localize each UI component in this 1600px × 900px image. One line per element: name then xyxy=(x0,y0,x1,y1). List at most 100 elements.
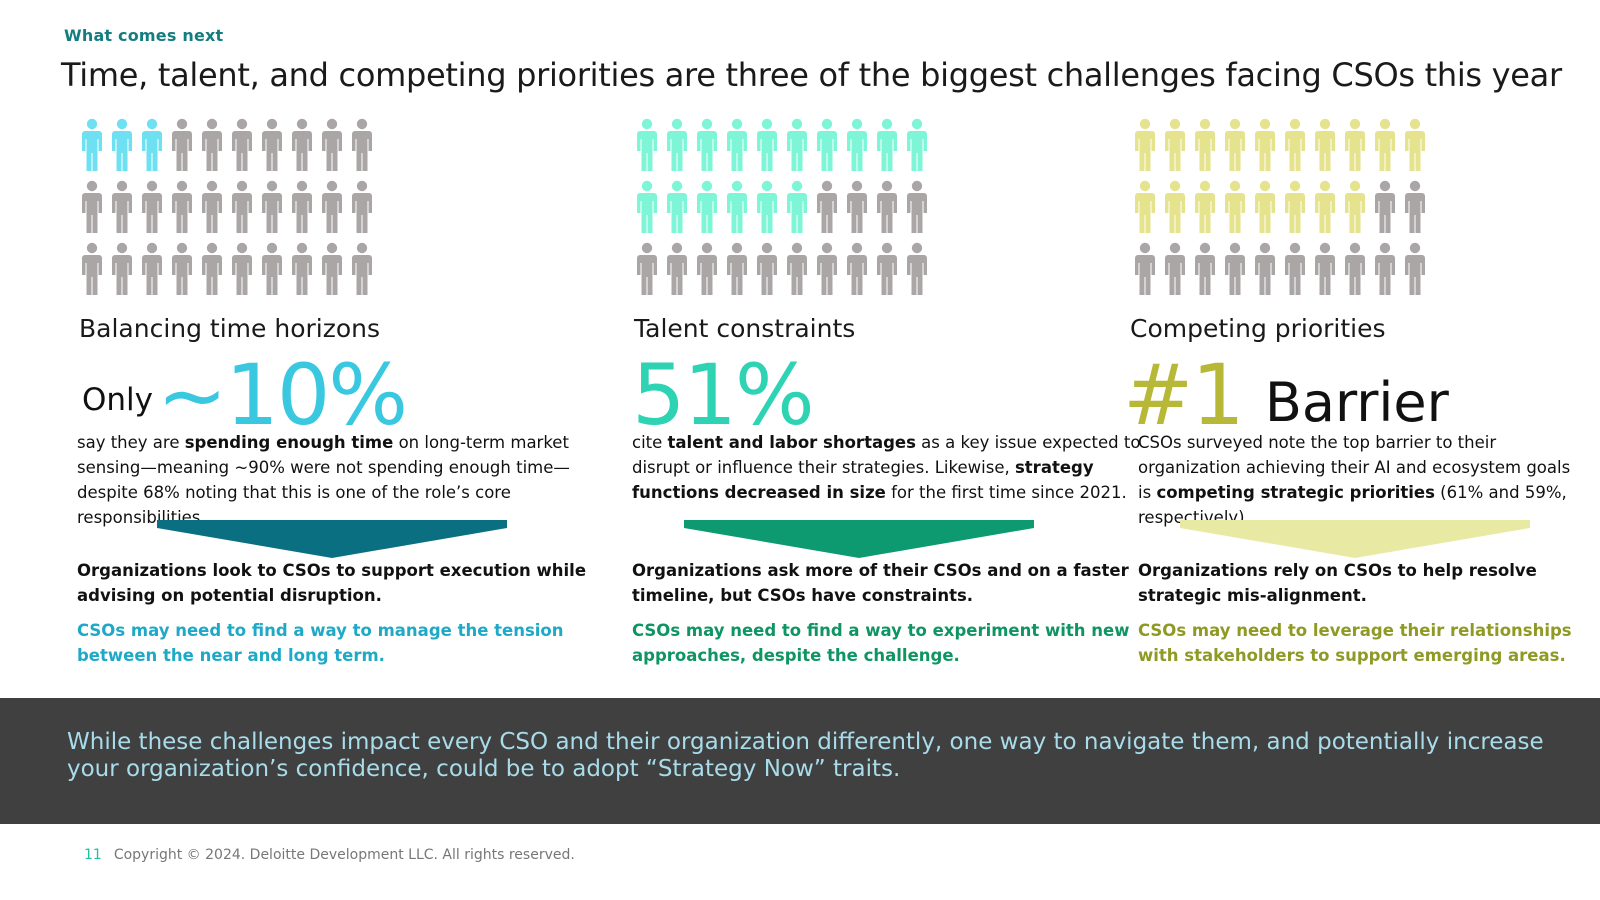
person-icon xyxy=(662,118,692,178)
bottom-banner: While these challenges impact every CSO … xyxy=(0,698,1600,824)
person-icon xyxy=(1340,180,1370,240)
person-icon xyxy=(632,180,662,240)
description-text: on long-term market sensing—meaning ~90%… xyxy=(77,433,570,527)
person-icon xyxy=(1340,242,1370,302)
person-icon xyxy=(1160,118,1190,178)
person-icon xyxy=(872,242,902,302)
column-title: Talent constraints xyxy=(634,314,856,343)
stat-suffix: Barrier xyxy=(1264,371,1449,434)
person-icon xyxy=(1370,118,1400,178)
person-icon xyxy=(842,118,872,178)
down-arrow-icon xyxy=(1180,520,1530,560)
person-icon xyxy=(137,118,167,178)
person-icon xyxy=(317,180,347,240)
person-icon xyxy=(227,118,257,178)
person-icon xyxy=(1190,118,1220,178)
person-icon xyxy=(632,242,662,302)
person-icon xyxy=(752,118,782,178)
person-icon xyxy=(782,242,812,302)
copyright-text: Copyright © 2024. Deloitte Development L… xyxy=(113,847,575,863)
person-icon xyxy=(812,118,842,178)
person-icon xyxy=(1190,242,1220,302)
description-emphasis: spending enough time xyxy=(184,433,394,452)
person-icon xyxy=(1340,118,1370,178)
people-grid xyxy=(1130,118,1430,304)
people-grid xyxy=(77,118,377,304)
people-grid xyxy=(632,118,932,304)
stat-value: ~10% xyxy=(157,346,408,444)
action-text: CSOs may need to find a way to experimen… xyxy=(632,621,1130,665)
column-competing-priorities: Competing priorities #1 Barrier CSOs sur… xyxy=(1123,118,1600,665)
down-arrow-icon xyxy=(157,520,507,560)
description-text: CSOs surveyed note the top barrier to th… xyxy=(1138,433,1571,502)
banner-text: While these challenges impact every CSO … xyxy=(67,729,1544,782)
person-icon xyxy=(902,242,932,302)
person-icon xyxy=(287,242,317,302)
description-text: say they are xyxy=(77,433,185,452)
stat-prefix: Only xyxy=(82,382,154,418)
person-icon xyxy=(107,180,137,240)
person-icon xyxy=(1160,180,1190,240)
person-icon xyxy=(752,242,782,302)
action-text: CSOs may need to find a way to manage th… xyxy=(77,621,564,665)
person-icon xyxy=(1400,242,1430,302)
person-icon xyxy=(1220,180,1250,240)
person-icon xyxy=(257,118,287,178)
footer: 11 Copyright © 2024. Deloitte Development… xyxy=(84,847,575,863)
person-icon xyxy=(107,118,137,178)
person-icon xyxy=(662,180,692,240)
person-icon xyxy=(77,242,107,302)
person-icon xyxy=(227,180,257,240)
person-icon xyxy=(692,242,722,302)
description-text: for the first time since 2021. xyxy=(885,483,1127,502)
person-icon xyxy=(77,118,107,178)
person-icon xyxy=(1250,242,1280,302)
column-title: Competing priorities xyxy=(1130,314,1386,343)
person-icon xyxy=(227,242,257,302)
person-icon xyxy=(347,242,377,302)
person-icon xyxy=(1250,180,1280,240)
column-talent-constraints: Talent constraints 51% cite talent and l… xyxy=(632,118,1152,665)
person-icon xyxy=(842,180,872,240)
person-icon xyxy=(257,180,287,240)
stat-value: 51% xyxy=(632,346,815,444)
person-icon xyxy=(782,180,812,240)
person-icon xyxy=(752,180,782,240)
person-icon xyxy=(722,118,752,178)
person-icon xyxy=(1220,242,1250,302)
person-icon xyxy=(842,242,872,302)
person-icon xyxy=(692,118,722,178)
person-icon xyxy=(287,180,317,240)
person-icon xyxy=(167,118,197,178)
person-icon xyxy=(197,118,227,178)
person-icon xyxy=(1400,118,1430,178)
column-description: cite talent and labor shortages as a key… xyxy=(632,430,1147,505)
person-icon xyxy=(902,180,932,240)
person-icon xyxy=(782,118,812,178)
person-icon xyxy=(1280,180,1310,240)
implication-text: Organizations rely on CSOs to help resol… xyxy=(1138,561,1537,605)
person-icon xyxy=(77,180,107,240)
person-icon xyxy=(137,180,167,240)
person-icon xyxy=(347,180,377,240)
page-number: 11 xyxy=(84,847,102,863)
person-icon xyxy=(287,118,317,178)
person-icon xyxy=(902,118,932,178)
person-icon xyxy=(197,180,227,240)
stat-row: #1 Barrier xyxy=(1123,350,1449,440)
implication-text: Organizations look to CSOs to support ex… xyxy=(77,561,587,605)
person-icon xyxy=(317,118,347,178)
person-icon xyxy=(1280,242,1310,302)
person-icon xyxy=(1370,242,1400,302)
down-arrow-icon xyxy=(684,520,1034,560)
person-icon xyxy=(1310,118,1340,178)
person-icon xyxy=(632,118,662,178)
person-icon xyxy=(1400,180,1430,240)
person-icon xyxy=(1160,242,1190,302)
description-emphasis: strategy functions decreased in size xyxy=(632,458,1094,502)
person-icon xyxy=(1130,180,1160,240)
person-icon xyxy=(167,180,197,240)
person-icon xyxy=(107,242,137,302)
column-title: Balancing time horizons xyxy=(79,314,381,343)
person-icon xyxy=(1220,118,1250,178)
